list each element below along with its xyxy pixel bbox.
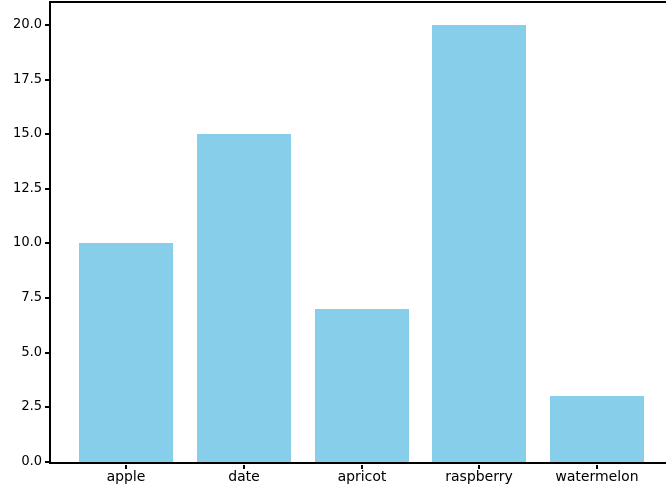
plot-area [49, 1, 666, 464]
y-tick-mark [45, 24, 49, 26]
x-tick-label-watermelon: watermelon [555, 469, 639, 485]
y-tick-label: 10.0 [13, 235, 42, 250]
x-tick-label-raspberry: raspberry [445, 469, 513, 485]
x-tick-label-apricot: apricot [337, 469, 387, 485]
y-tick-mark [45, 242, 49, 244]
y-tick-mark [45, 133, 49, 135]
x-tick-label-date: date [228, 469, 260, 485]
x-tick-mark [361, 465, 363, 469]
y-tick-mark [45, 406, 49, 408]
bar-apricot [315, 309, 409, 462]
bar-raspberry [432, 25, 526, 462]
y-tick-label: 7.5 [21, 290, 42, 305]
x-tick-mark [478, 465, 480, 469]
y-tick-label: 5.0 [21, 345, 42, 360]
y-tick-label: 20.0 [13, 17, 42, 32]
bar-date [197, 134, 291, 462]
y-tick-mark [45, 352, 49, 354]
y-tick-label: 12.5 [13, 181, 42, 196]
y-tick-label: 2.5 [21, 399, 42, 414]
x-tick-label-apple: apple [106, 469, 146, 485]
y-tick-mark [45, 461, 49, 463]
y-tick-mark [45, 297, 49, 299]
y-tick-mark [45, 79, 49, 81]
bar-apple [79, 243, 173, 462]
y-tick-label: 0.0 [21, 454, 42, 469]
bar-watermelon [550, 396, 644, 462]
x-tick-mark [596, 465, 598, 469]
y-tick-label: 17.5 [13, 72, 42, 87]
y-tick-label: 15.0 [13, 126, 42, 141]
y-tick-mark [45, 188, 49, 190]
x-tick-mark [125, 465, 127, 469]
x-tick-mark [243, 465, 245, 469]
